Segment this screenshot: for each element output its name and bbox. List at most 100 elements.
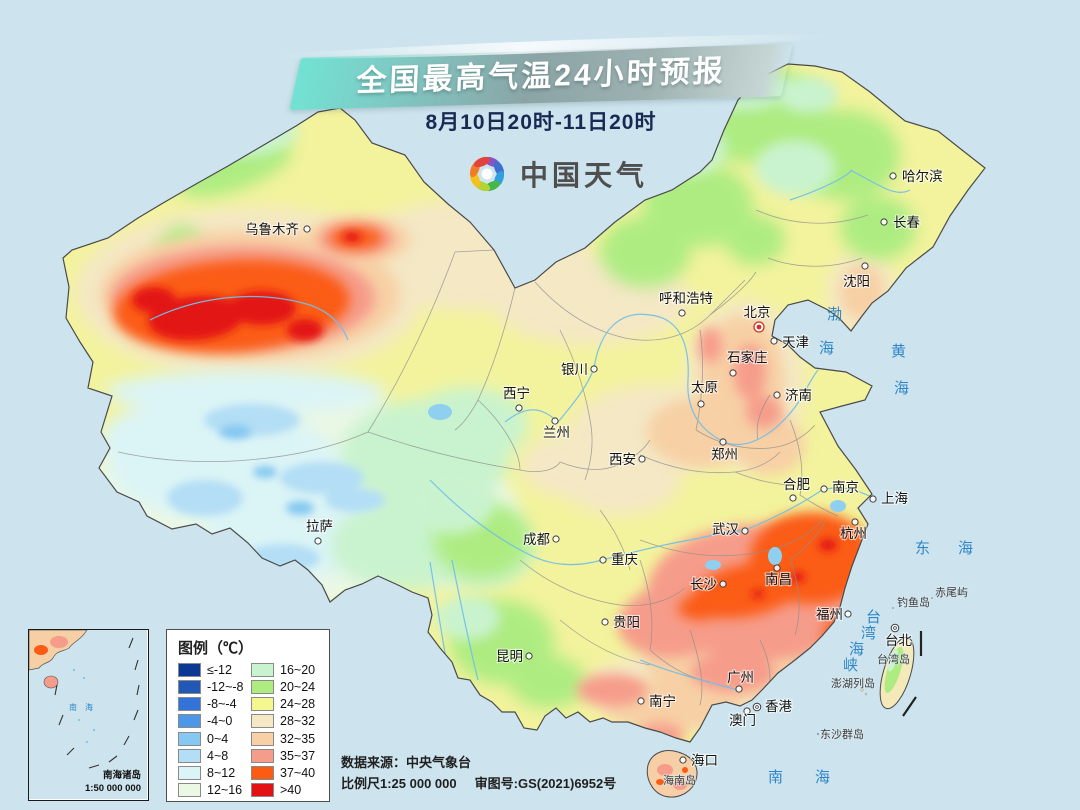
city-marker-郑州: 郑州 (710, 438, 739, 463)
legend-swatch (178, 731, 201, 746)
legend-label: -4~0 (207, 714, 233, 729)
city-label: 昆明 (496, 649, 523, 664)
city-label: 太原 (691, 380, 718, 395)
city-label: 南昌 (765, 572, 792, 587)
city-marker-银川: 银川 (560, 361, 598, 378)
inset-dash-line (54, 637, 140, 769)
sea-label: 湾 (861, 625, 876, 642)
city-marker-武汉: 武汉 (711, 521, 749, 538)
city-marker-南宁: 南宁 (637, 692, 677, 710)
city-label: 西安 (609, 452, 636, 467)
legend-row: -8~-4 (178, 697, 247, 712)
legend-swatch (178, 765, 201, 780)
sea-label: 海 (849, 641, 864, 658)
sea-label: 黄 (891, 343, 906, 360)
city-label: 海口 (691, 753, 718, 768)
forecast-period: 8月10日20时-11日20时 (425, 111, 657, 134)
legend-swatch (178, 782, 201, 797)
city-marker-太原: 太原 (690, 379, 719, 408)
city-marker-合肥: 合肥 (782, 476, 811, 502)
legend-label: 35~37 (280, 748, 316, 763)
legend-label: 0~4 (207, 731, 229, 746)
city-label: 上海 (881, 491, 908, 506)
legend-swatch (178, 714, 201, 729)
city-marker-石家庄: 石家庄 (726, 348, 769, 377)
legend-swatch (178, 697, 201, 712)
legend-label: >40 (280, 782, 302, 797)
city-label: 合肥 (783, 477, 810, 492)
city-marker-天津: 天津 (770, 334, 810, 351)
city-marker-长春: 长春 (880, 214, 922, 231)
city-label: 西宁 (503, 385, 530, 401)
city-label: 石家庄 (727, 349, 768, 365)
city-marker-贵阳: 贵阳 (601, 614, 641, 631)
city-label: 杭州 (840, 526, 867, 541)
legend-swatch (178, 680, 201, 695)
legend-swatch (251, 680, 274, 695)
city-marker-长沙: 长沙 (689, 576, 727, 593)
legend-row: -4~0 (178, 714, 247, 729)
legend-row: 20~24 (251, 680, 320, 695)
data-source-block: 数据来源：中央气象台 比例尺1:25 000 000 审图号:GS(2021)69… (341, 753, 616, 795)
sea-label: 海 (894, 380, 909, 397)
rivers (149, 169, 911, 693)
province-borders (117, 209, 869, 706)
legend-row: 37~40 (251, 765, 320, 780)
legend-label: 12~16 (207, 782, 243, 797)
city-marker-广州: 广州 (726, 669, 755, 693)
legend-label: 28~32 (280, 714, 316, 729)
city-label: 兰州 (543, 425, 570, 440)
legend-label: 32~35 (280, 731, 316, 746)
legend-items: ≤-12 -12~-8 -8~-4 -4~0 0~4 4~8 8~12 12~16 16~20 2… (178, 663, 320, 797)
city-label: 银川 (561, 362, 588, 377)
legend-swatch (251, 782, 274, 797)
map-scale: 比例尺1:25 000 000 (341, 775, 457, 791)
city-marker-南昌: 南昌 (764, 564, 793, 588)
island-label: 海南岛 (663, 773, 696, 787)
city-label: 沈阳 (843, 274, 870, 289)
city-marker-哈尔滨: 哈尔滨 (889, 168, 944, 185)
city-marker-海口: 海口 (679, 752, 719, 769)
city-label: 成都 (523, 532, 550, 547)
legend-label: 16~20 (280, 663, 316, 678)
city-label: 天津 (782, 335, 809, 350)
city-marker-北京: 北京 (742, 304, 772, 333)
china-outline (62, 63, 986, 743)
legend-title: 图例（℃） (178, 640, 254, 657)
city-label: 南京 (832, 480, 859, 495)
city-marker-乌鲁木齐: 乌鲁木齐 (244, 221, 311, 238)
city-marker-呼和浩特: 呼和浩特 (658, 290, 714, 317)
city-marker-重庆: 重庆 (599, 551, 639, 568)
city-label: 台北 (885, 633, 913, 648)
city-marker-昆明: 昆明 (495, 648, 533, 665)
legend-row: 4~8 (178, 748, 247, 763)
city-marker-兰州: 兰州 (542, 417, 571, 441)
inset-map: 南海 南海诸岛 1:50 000 000 (29, 630, 147, 799)
legend-swatch (178, 663, 201, 678)
city-marker-杭州: 杭州 (839, 518, 868, 542)
legend-swatch (251, 748, 274, 763)
scale-review-line: 比例尺1:25 000 000 审图号:GS(2021)6952号 (341, 774, 616, 795)
inset-islands (73, 669, 95, 743)
hainan-island (646, 750, 698, 798)
city-label: 郑州 (711, 447, 738, 462)
sea-label: 东海 (915, 540, 1001, 557)
logo-text: 中国天气 (520, 160, 649, 191)
sea-label: 台 (866, 609, 881, 626)
review-number: 审图号:GS(2021)6952号 (474, 775, 617, 791)
legend-label: 37~40 (280, 765, 316, 780)
inset-title: 南海诸岛 (103, 769, 141, 781)
city-label: 长春 (893, 215, 921, 230)
city-label: 拉萨 (306, 519, 333, 534)
city-label: 澳门 (729, 713, 756, 728)
city-label: 南宁 (649, 693, 676, 709)
legend-row: 0~4 (178, 731, 247, 746)
inset-scale: 1:50 000 000 (85, 783, 141, 794)
city-label: 长沙 (690, 577, 717, 592)
island-label: 东沙群岛 (820, 727, 864, 741)
legend-row: >40 (251, 782, 320, 797)
legend-swatch (251, 663, 274, 678)
city-label: 武汉 (712, 522, 740, 537)
